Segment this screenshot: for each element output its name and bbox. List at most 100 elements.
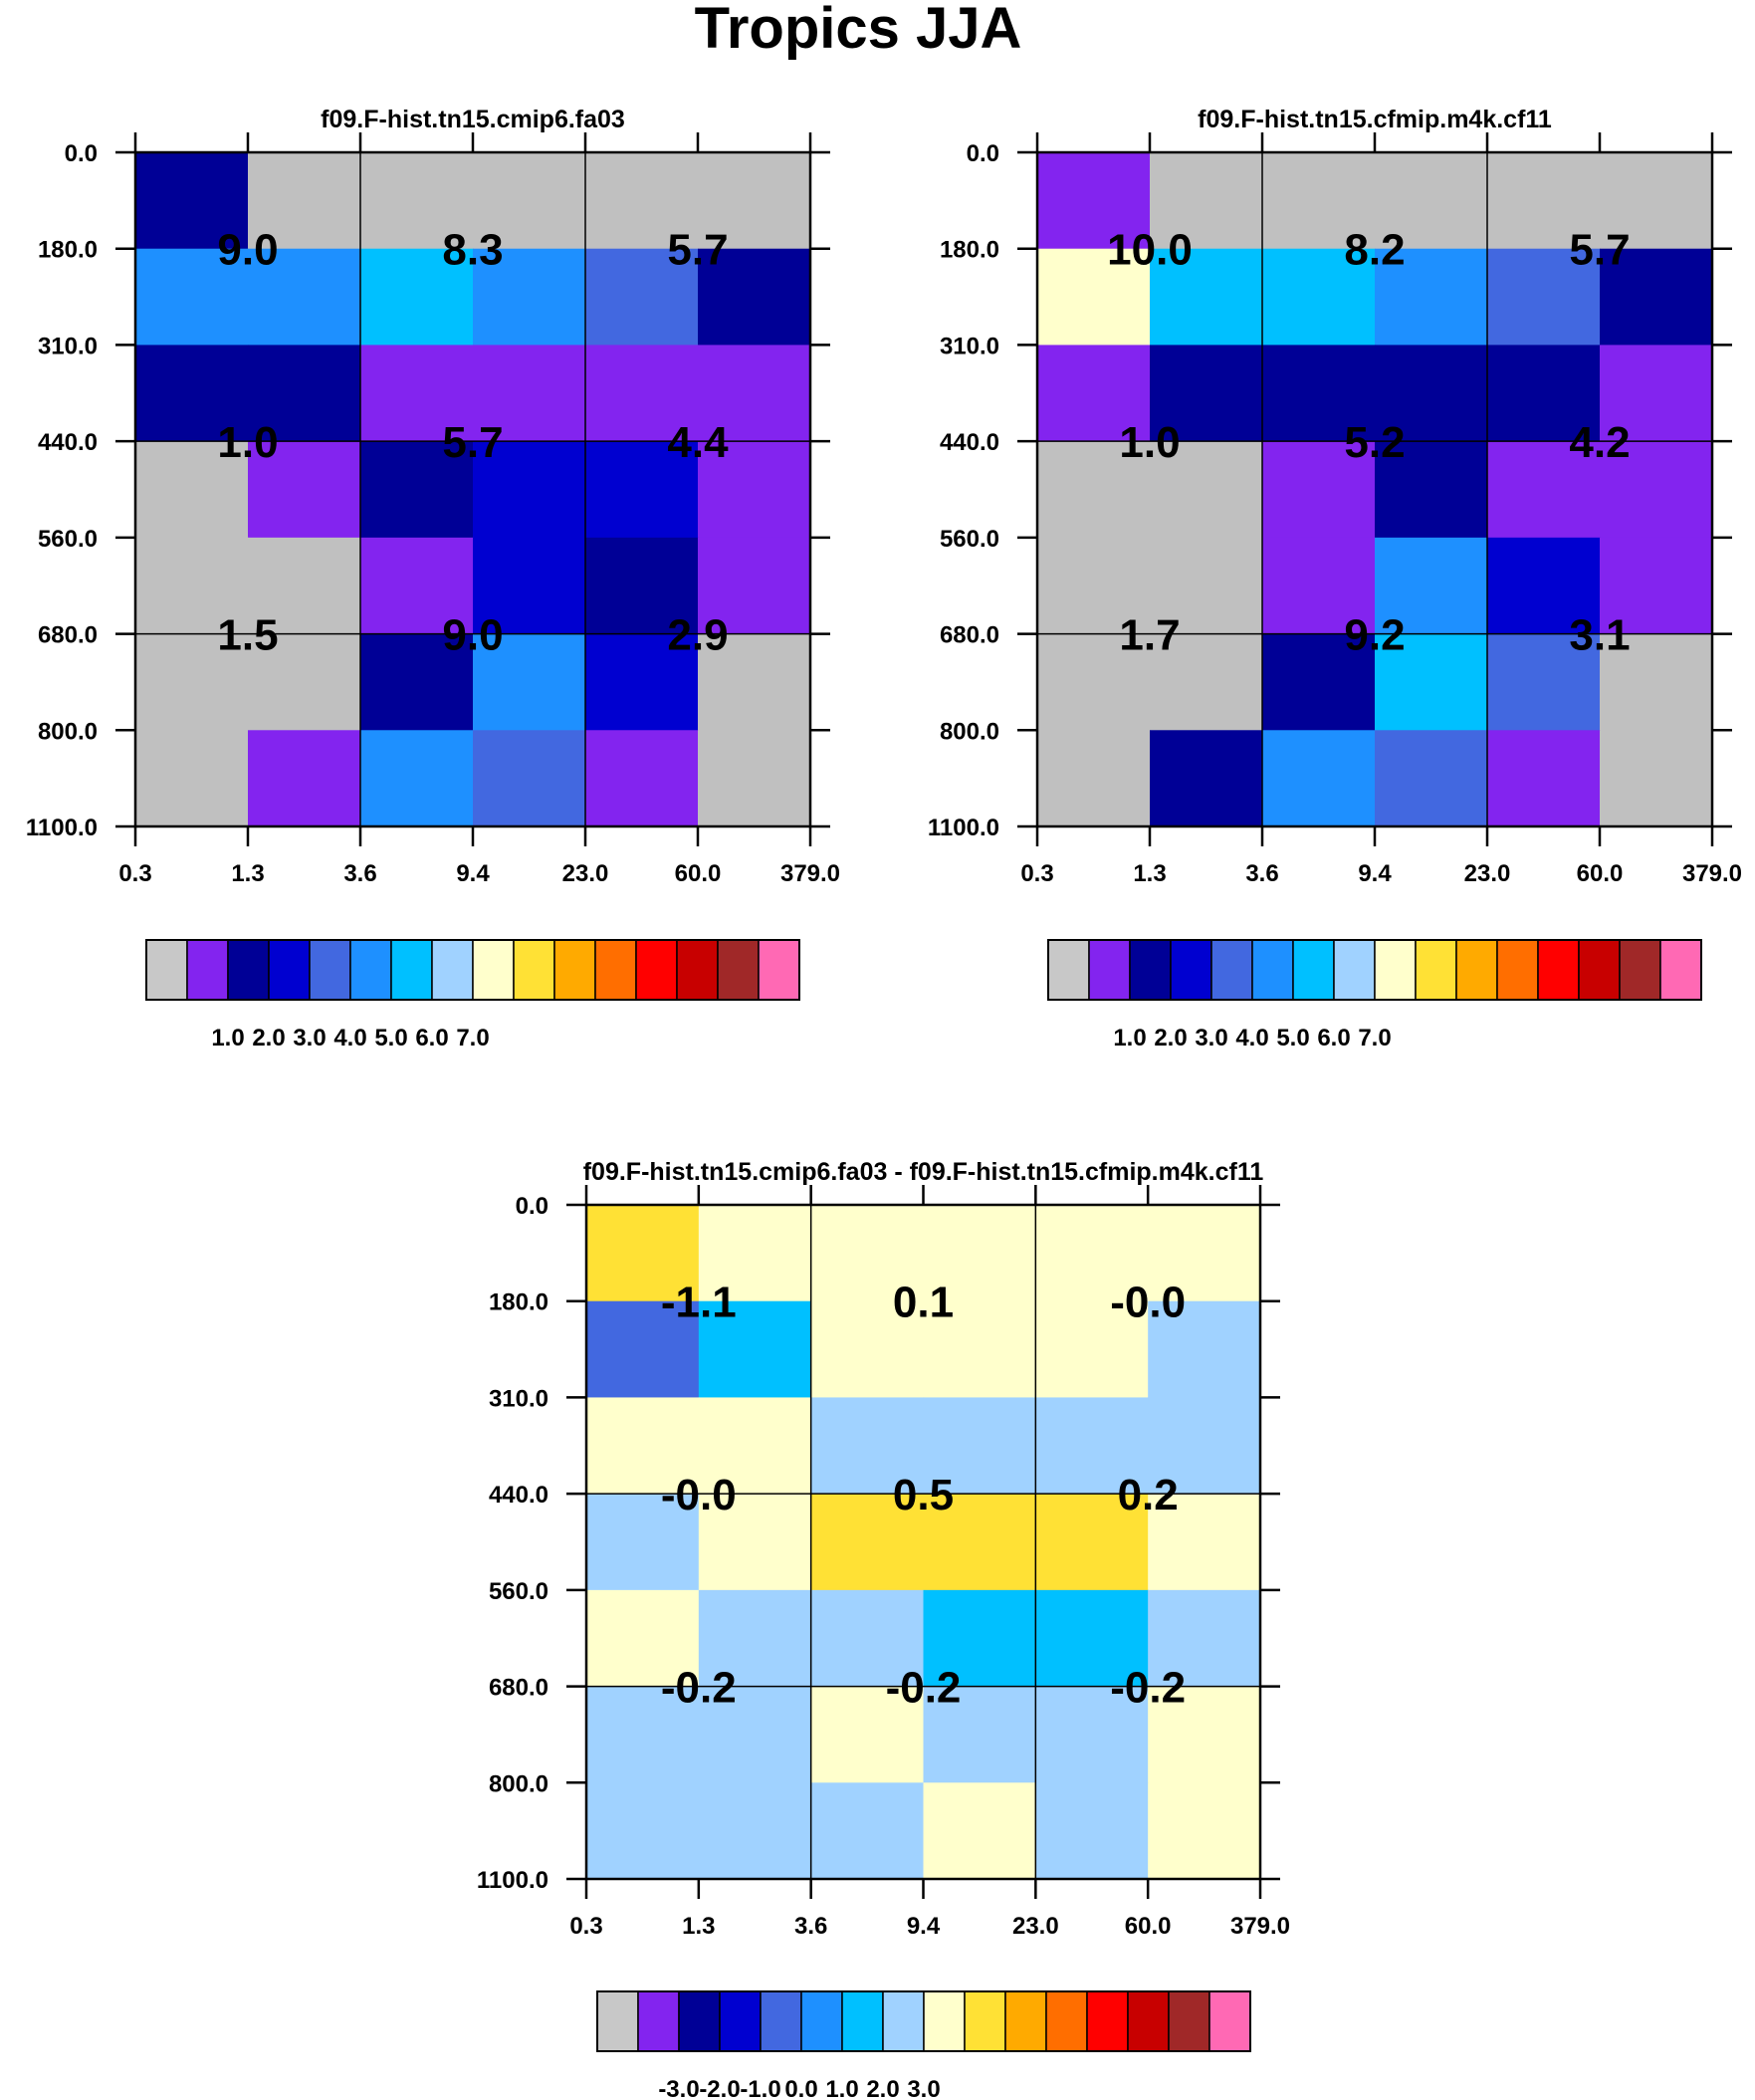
colorbar-swatch	[1086, 1990, 1129, 2052]
heatmap-cell	[923, 1397, 1036, 1495]
x-tick-label: 9.4	[907, 1913, 941, 1940]
x-tick-label: 1.3	[682, 1913, 715, 1940]
y-tick-label: 680.0	[940, 622, 999, 649]
heatmap-cell	[585, 248, 699, 347]
colorbar-swatch	[1496, 939, 1539, 1001]
y-tick-label: 440.0	[489, 1482, 548, 1509]
y-tick-label: 440.0	[38, 429, 98, 456]
box-value-label: 9.0	[217, 226, 278, 275]
heatmap-cell	[1262, 248, 1376, 347]
colorbar-swatch	[1292, 939, 1335, 1001]
heatmap-cell	[585, 537, 699, 635]
heatmap-cell	[1035, 1686, 1149, 1783]
panel-title: f09.F-hist.tn15.cfmip.m4k.cf11	[1198, 106, 1552, 133]
heatmap-cell	[1037, 633, 1151, 731]
heatmap-cell	[1037, 345, 1151, 442]
box-value-label: 4.2	[1569, 418, 1630, 467]
colorbar-swatch	[760, 1990, 802, 2052]
colorbar-swatch	[472, 939, 515, 1001]
heatmap-cell	[360, 537, 474, 635]
heatmap-cell	[698, 1589, 812, 1688]
colorbar-label: 3.0	[907, 2076, 940, 2100]
heatmap-cell	[698, 1300, 812, 1399]
heatmap-cell	[248, 441, 361, 539]
x-tick-label: 379.0	[780, 860, 840, 887]
x-tick-label: 23.0	[562, 860, 609, 887]
heatmap-cell	[1148, 1205, 1261, 1302]
colorbar-label: -1.0	[740, 2076, 780, 2100]
y-tick-label: 180.0	[489, 1289, 548, 1316]
box-value-label: 2.9	[667, 611, 728, 660]
heatmap-cell	[698, 345, 811, 442]
panels: 0.0 180.0 310.0 440.0 560.0 680.0 800.0 1100.0 0…	[26, 106, 1742, 2100]
colorbar-swatch	[553, 939, 596, 1001]
heatmap-cell	[1150, 730, 1263, 827]
box-value-label: -0.0	[1110, 1279, 1186, 1327]
heatmap-cell	[1148, 1589, 1261, 1688]
colorbar-label: 1.0	[825, 2076, 858, 2100]
heatmap-cell	[698, 152, 811, 250]
heatmap-cell	[698, 248, 811, 347]
heatmap-cell	[1262, 345, 1376, 442]
colorbar-label: 7.0	[1358, 1025, 1391, 1051]
colorbar-swatch	[678, 1990, 721, 2052]
heatmap-cell	[810, 1300, 925, 1399]
colorbar-swatch	[186, 939, 229, 1001]
x-tick-label: 379.0	[1230, 1913, 1290, 1940]
colorbar-swatch	[1208, 1990, 1251, 2052]
heatmap-cell	[586, 1589, 700, 1688]
y-tick-label: 0.0	[65, 140, 98, 167]
heatmap-cell	[810, 1205, 925, 1302]
heatmap-cell	[1487, 248, 1601, 347]
heatmap-cell	[698, 1494, 812, 1591]
colorbar-swatch	[1251, 939, 1294, 1001]
heatmap-cell	[585, 633, 699, 731]
heatmap-cell	[698, 441, 811, 539]
y-tick-label: 180.0	[38, 237, 98, 264]
heatmap-cell	[135, 152, 249, 250]
heatmap-cell	[473, 633, 586, 731]
box-value-label: 5.7	[442, 418, 503, 467]
colorbar-label: 5.0	[1276, 1025, 1309, 1051]
box-value-label: 8.2	[1344, 226, 1405, 275]
box-value-label: -0.2	[661, 1664, 737, 1713]
colorbar-swatch	[841, 1990, 884, 2052]
heatmap-cell	[1035, 1494, 1149, 1591]
colorbar-swatch	[1578, 939, 1621, 1001]
panel-1: 0.0 180.0 310.0 440.0 560.0 680.0 800.0 1100.0 0…	[26, 106, 840, 1051]
heatmap-cell	[248, 730, 361, 827]
panel-3: 0.0 180.0 310.0 440.0 560.0 680.0 800.0 1100.0 0…	[477, 1158, 1290, 2100]
colorbar-swatch	[676, 939, 719, 1001]
heatmap-cell	[1375, 537, 1488, 635]
heatmap-cell	[1262, 537, 1376, 635]
box-value-label: 0.1	[893, 1279, 954, 1327]
heatmap-cell	[1375, 633, 1488, 731]
colorbar-label: 0.0	[784, 2076, 817, 2100]
colorbar-swatch	[1047, 939, 1090, 1001]
y-tick-label: 560.0	[38, 526, 98, 553]
colorbar-swatch	[268, 939, 311, 1001]
heatmap-cell	[1148, 1494, 1261, 1591]
colorbar-swatch	[1619, 939, 1661, 1001]
colorbar-label: 6.0	[415, 1025, 448, 1051]
panel-title: f09.F-hist.tn15.cmip6.fa03	[321, 106, 625, 133]
box-value-label: 0.2	[1118, 1471, 1179, 1519]
colorbar-label: 1.0	[1113, 1025, 1146, 1051]
heatmap-cell	[1150, 345, 1263, 442]
y-tick-label: 560.0	[940, 526, 999, 553]
box-value-label: 9.0	[442, 611, 503, 660]
colorbar-swatch	[964, 1990, 1006, 2052]
y-tick-label: 680.0	[489, 1675, 548, 1702]
heatmap-cell	[810, 1397, 925, 1495]
heatmap-cell	[1375, 730, 1488, 827]
heatmap-cell	[585, 152, 699, 250]
heatmap-cell	[585, 345, 699, 442]
colorbar-swatch	[637, 1990, 680, 2052]
colorbar-label: 2.0	[1154, 1025, 1187, 1051]
colorbar: -3.0 -2.0 -1.0 0.0 1.0 2.0 3.0	[596, 1990, 1251, 2100]
colorbar-label: 2.0	[252, 1025, 285, 1051]
heatmap-cell	[1600, 441, 1713, 539]
heatmap-cell	[248, 345, 361, 442]
heatmap-cell	[810, 1686, 925, 1783]
heatmap-cell	[586, 1494, 700, 1591]
